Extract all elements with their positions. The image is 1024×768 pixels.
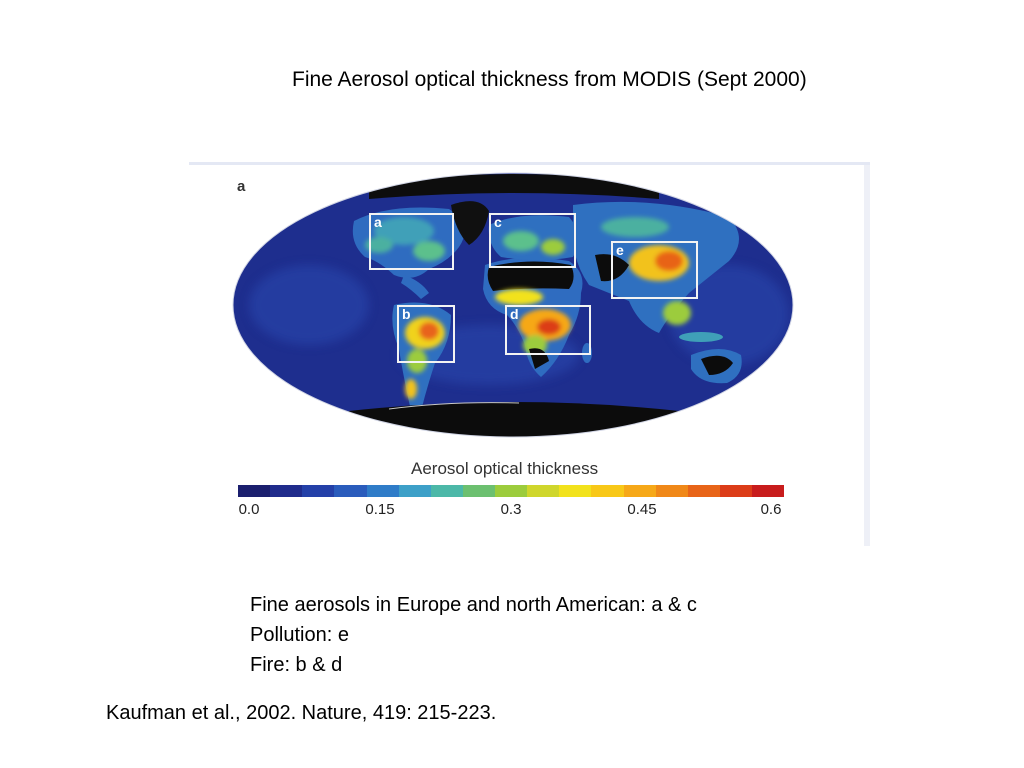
colorbar-swatch [752,485,785,497]
oceania-landmass [679,332,742,384]
arctic-no-data [369,174,659,199]
colorbar-swatch [302,485,335,497]
colorbar-swatch [398,485,431,497]
colorbar-swatch [623,485,656,497]
colorbar-swatch [687,485,720,497]
region-label-e: e [616,242,624,258]
region-label-a: a [374,214,382,230]
region-box-a: a [369,213,454,270]
colorbar-tick: 0.0 [238,501,260,518]
colorbar-swatch [238,485,271,497]
region-box-c: c [489,213,576,268]
colorbar-swatch [495,485,528,497]
colorbar-swatch [462,485,495,497]
south-america-landmass [392,302,451,411]
region-label-c: c [494,214,502,230]
region-label-d: d [510,306,519,322]
colorbar-swatch [430,485,463,497]
greenland [451,201,489,245]
colorbar [238,485,785,497]
slide-title: Fine Aerosol optical thickness from MODI… [292,68,807,91]
notes-block: Fine aerosols in Europe and north Americ… [250,590,697,680]
region-box-e: e [611,241,698,299]
region-label-b: b [402,306,411,322]
region-box-b: b [397,305,455,363]
colorbar-tick: 0.45 [627,501,657,518]
note-line: Pollution: e [250,624,349,646]
colorbar-swatch [334,485,367,497]
globe-outline [232,172,794,438]
north-america-landmass [352,207,465,299]
note-line: Fine aerosols in Europe and north Americ… [250,594,697,616]
antarctica-no-data [319,402,709,437]
asia-landmass [573,201,739,333]
note-line: Fire: b & d [250,654,343,676]
colorbar-swatch [719,485,752,497]
colorbar-tick: 0.6 [760,501,782,518]
region-box-d: d [505,305,591,355]
world-aod-map [232,172,794,438]
colorbar-tick: 0.3 [500,501,522,518]
aerosol-map-figure: a a c e b d Aerosol optical thickness 0.… [189,162,870,546]
panel-label: a [237,178,246,195]
colorbar-swatch [270,485,303,497]
colorbar-title: Aerosol optical thickness [411,459,599,478]
africa-landmass [483,257,592,377]
europe-landmass [488,215,579,260]
colorbar-swatch [527,485,560,497]
colorbar-tick: 0.15 [365,501,395,518]
colorbar-swatch [366,485,399,497]
colorbar-swatch [559,485,592,497]
citation: Kaufman et al., 2002. Nature, 419: 215-2… [106,702,497,724]
colorbar-swatch [655,485,688,497]
colorbar-swatch [591,485,624,497]
